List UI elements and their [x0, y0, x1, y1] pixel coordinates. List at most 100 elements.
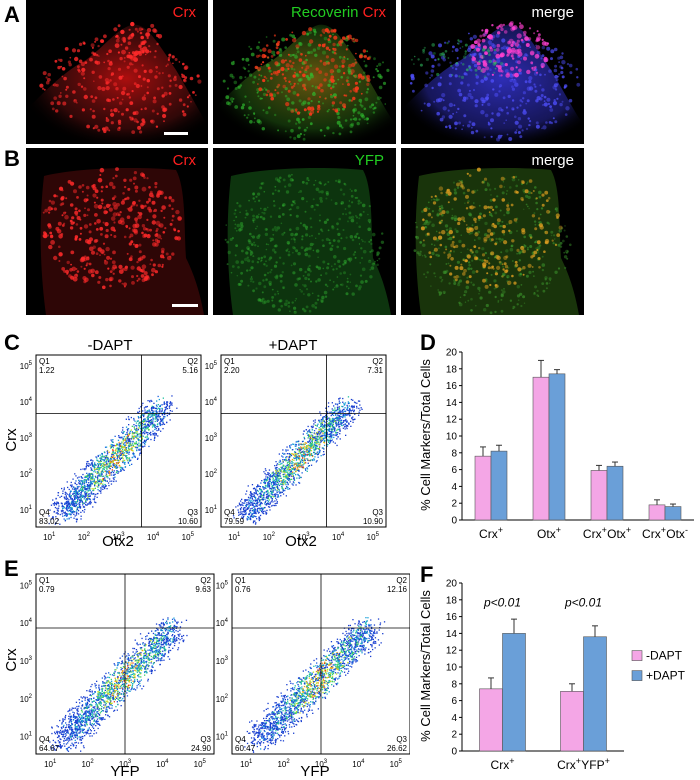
cell-spot: [468, 212, 472, 216]
cell-spot: [128, 116, 132, 119]
cell-spot: [468, 174, 472, 177]
cell-spot: [488, 59, 492, 64]
cell-spot: [459, 181, 463, 185]
cell-spot: [301, 235, 304, 238]
cell-spot: [83, 94, 88, 100]
cell-spot: [528, 233, 532, 238]
cell-spot: [293, 238, 296, 241]
cell-spot: [367, 213, 369, 216]
cell-spot: [503, 288, 505, 290]
cell-spot: [348, 63, 352, 68]
cell-spot: [273, 226, 277, 229]
cell-spot: [50, 101, 55, 106]
cell-spot: [510, 26, 515, 32]
cell-spot: [268, 283, 272, 286]
cell-spot: [147, 234, 150, 237]
cell-spot: [299, 190, 303, 193]
cell-spot: [72, 90, 76, 94]
cell-spot: [309, 72, 313, 76]
cell-spot: [496, 221, 500, 225]
cell-spot: [460, 216, 465, 221]
cell-spot: [261, 181, 265, 185]
cell-spot: [480, 68, 486, 73]
cell-spot: [541, 54, 545, 58]
cell-spot: [431, 251, 435, 256]
cell-spot: [446, 210, 450, 214]
cell-spot: [314, 53, 318, 57]
cell-spot: [57, 65, 61, 70]
cell-spot: [259, 97, 262, 100]
cell-spot: [484, 233, 488, 237]
cell-spot: [495, 53, 501, 59]
cell-spot: [333, 35, 338, 40]
cell-spot: [554, 64, 558, 68]
cell-spot: [303, 284, 307, 288]
cell-spot: [535, 45, 541, 50]
cell-spot: [530, 61, 534, 65]
cell-spot: [498, 107, 503, 112]
cell-spot: [510, 66, 515, 71]
cell-spot: [534, 223, 537, 226]
cell-spot: [277, 292, 280, 295]
cell-spot: [360, 92, 363, 95]
cell-spot: [156, 112, 159, 116]
cell-spot: [455, 230, 459, 233]
cell-spot: [519, 292, 523, 296]
cell-spot: [247, 64, 250, 66]
cell-spot: [482, 60, 486, 64]
cell-spot: [286, 97, 291, 102]
cell-spot: [146, 36, 149, 40]
cell-spot: [112, 264, 117, 270]
cell-spot: [72, 221, 76, 224]
cell-spot: [442, 290, 446, 294]
cell-spot: [360, 280, 364, 284]
cell-spot: [309, 242, 314, 247]
cell-spot: [437, 289, 440, 291]
micrograph-b-merge: merge: [401, 148, 584, 315]
cell-spot: [343, 182, 346, 185]
cell-spot: [285, 102, 290, 107]
cell-spot: [83, 258, 87, 262]
cell-spot: [265, 248, 268, 251]
cell-spot: [569, 243, 572, 247]
cell-spot: [64, 214, 69, 220]
cell-spot: [175, 209, 180, 215]
cell-spot: [105, 277, 109, 282]
cell-spot: [189, 76, 194, 81]
cell-spot: [307, 254, 311, 258]
cell-spot: [423, 222, 427, 225]
cell-spot: [438, 208, 442, 212]
cell-spot: [496, 195, 499, 198]
cell-spot: [326, 285, 329, 288]
cell-spot: [68, 274, 72, 278]
cell-spot: [51, 107, 55, 111]
cell-spot: [154, 238, 159, 242]
cell-spot: [497, 301, 499, 303]
cell-spot: [541, 127, 543, 130]
cell-spot: [518, 273, 522, 277]
cell-spot: [282, 262, 285, 265]
cell-spot: [330, 93, 332, 96]
cell-spot: [434, 58, 437, 62]
cell-spot: [483, 99, 487, 103]
cell-spot: [366, 76, 369, 78]
cell-spot: [509, 72, 512, 76]
cell-spot: [419, 241, 422, 244]
cell-spot: [346, 280, 349, 283]
cell-spot: [103, 253, 106, 256]
cell-spot: [142, 77, 146, 81]
cell-spot: [121, 98, 124, 101]
cell-spot: [233, 219, 235, 222]
cell-spot: [359, 201, 362, 204]
cell-spot: [328, 241, 332, 245]
cell-spot: [554, 270, 558, 274]
cell-spot: [294, 310, 296, 313]
cell-spot: [543, 102, 548, 107]
quadrant-value: 9.63: [195, 585, 211, 594]
cell-spot: [125, 226, 128, 229]
cell-spot: [342, 212, 345, 216]
cell-spot: [232, 98, 235, 100]
quadrant-value: 83.02: [39, 517, 60, 526]
cell-spot: [367, 218, 372, 223]
cell-spot: [149, 228, 152, 232]
